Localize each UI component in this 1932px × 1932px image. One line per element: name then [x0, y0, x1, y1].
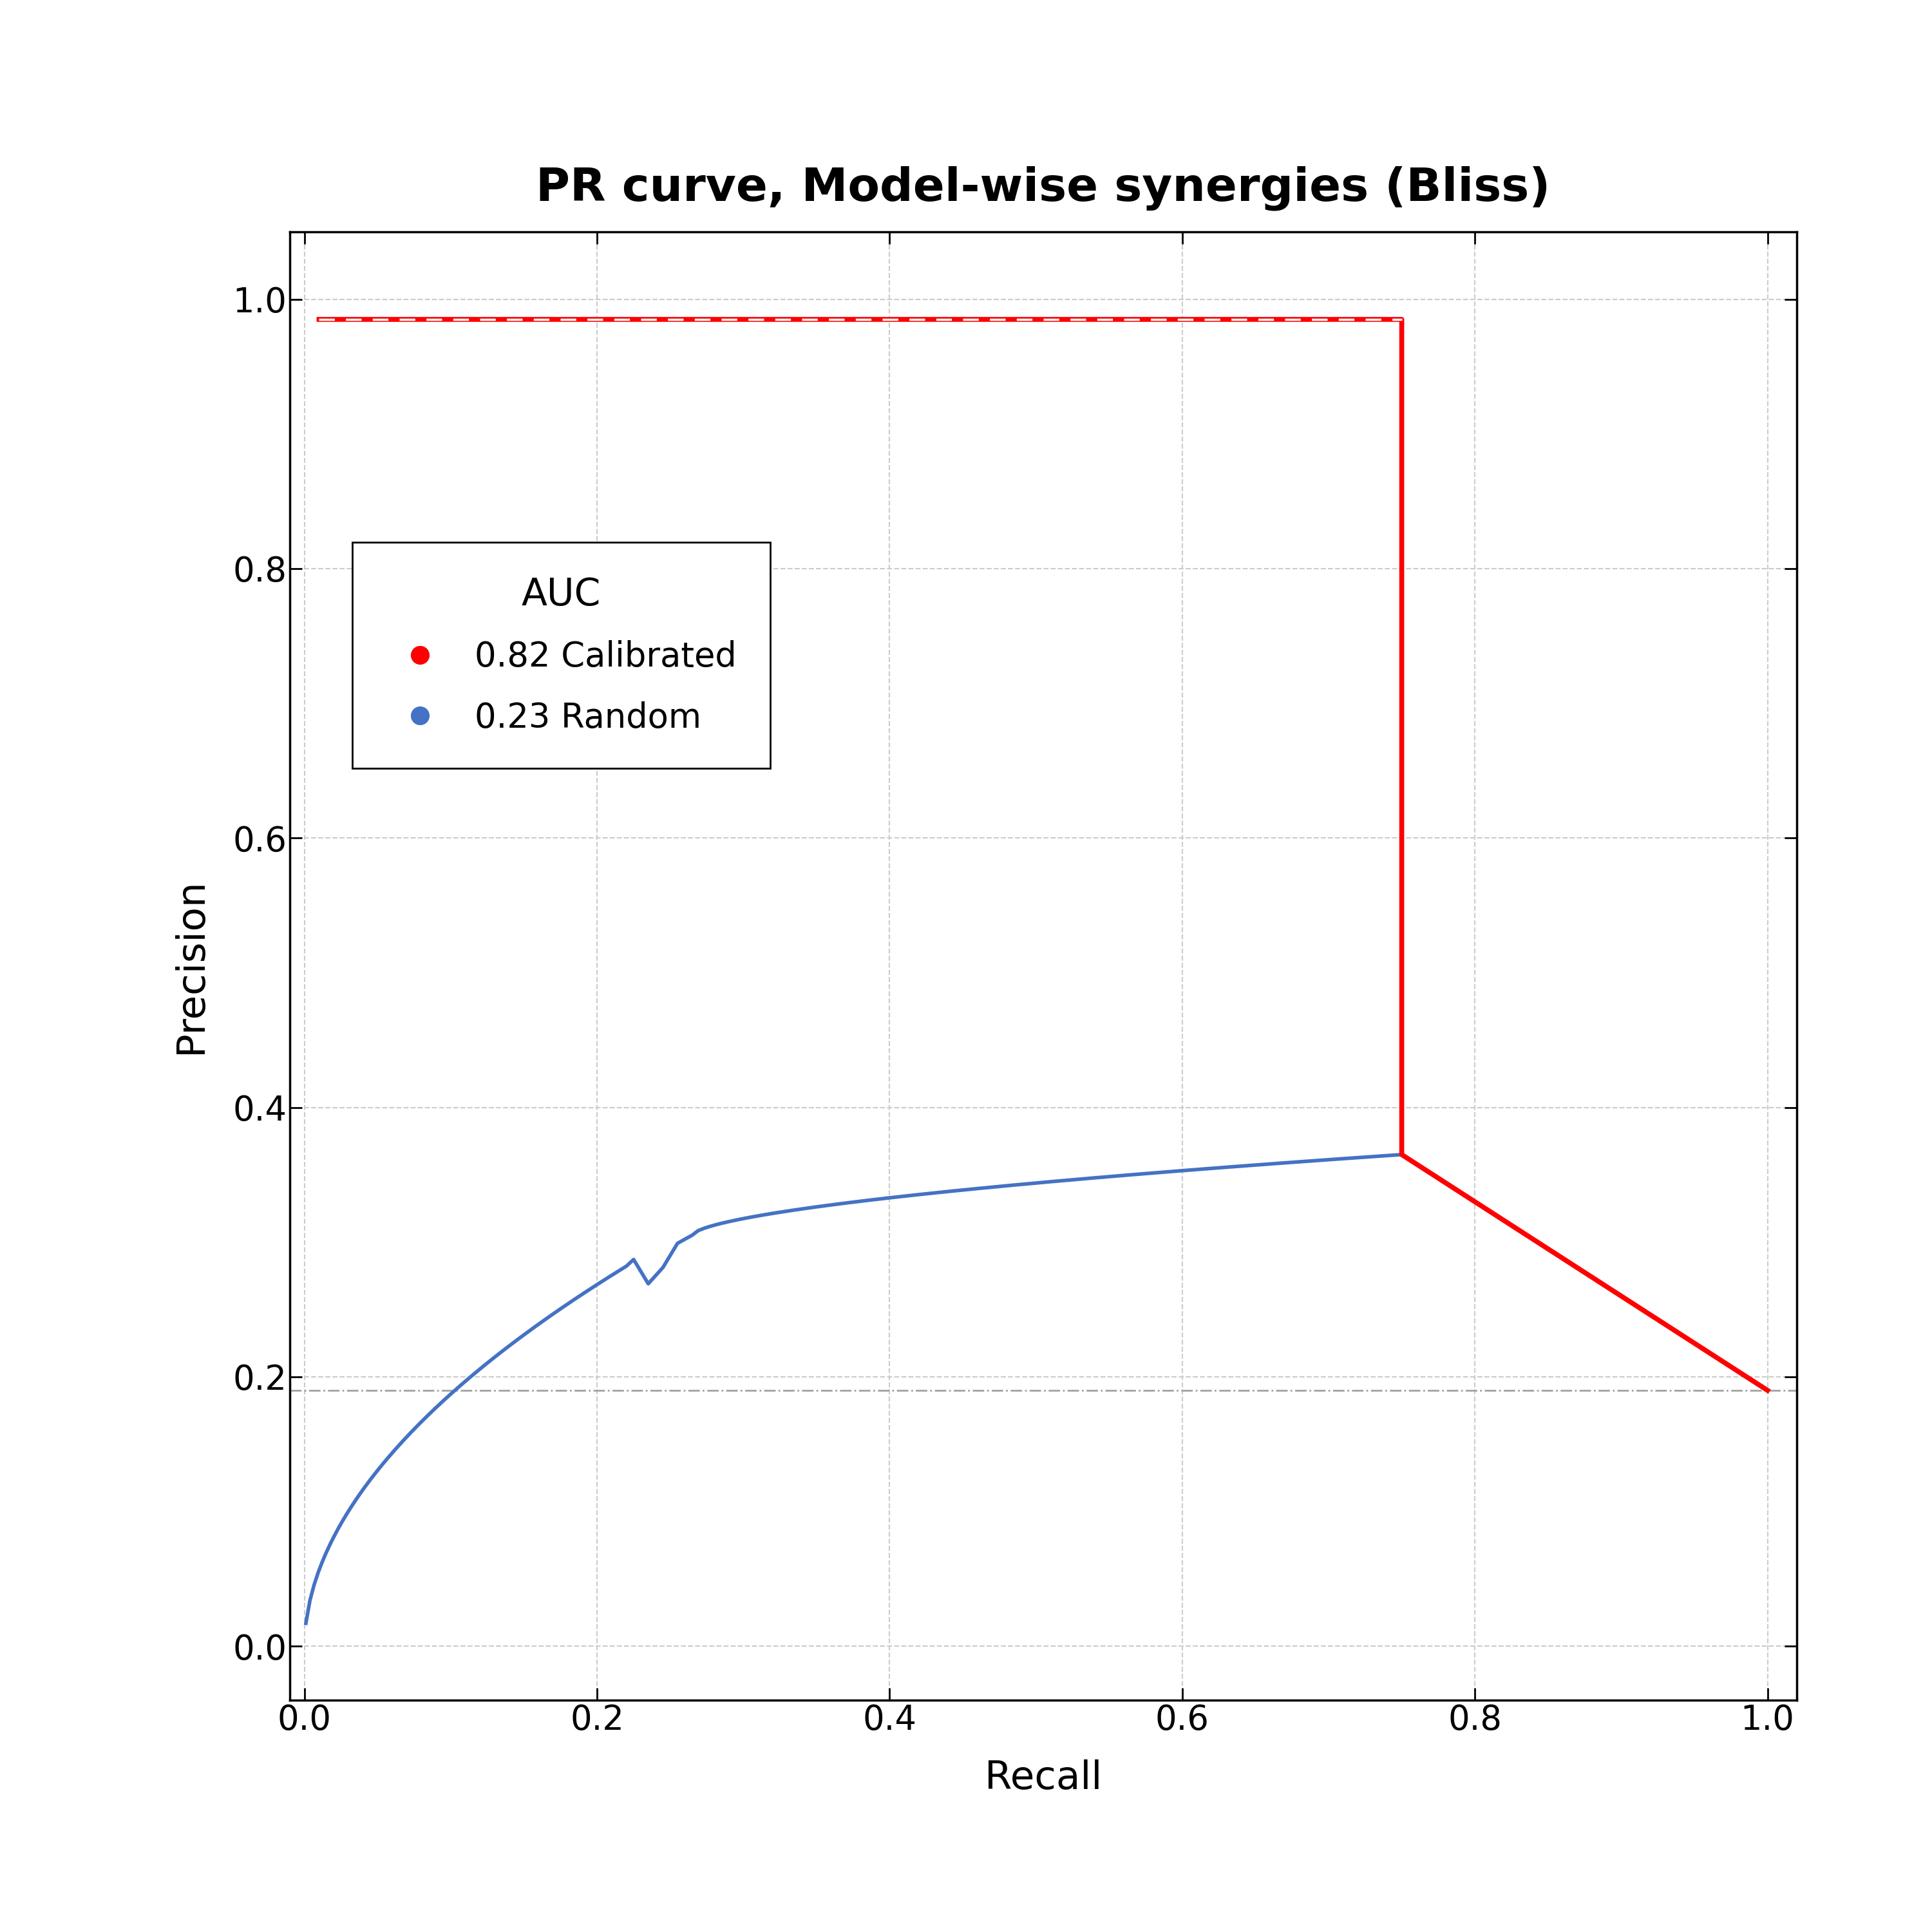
- Title: PR curve, Model-wise synergies (Bliss): PR curve, Model-wise synergies (Bliss): [535, 166, 1551, 211]
- Legend: 0.82 Calibrated, 0.23 Random: 0.82 Calibrated, 0.23 Random: [352, 543, 771, 769]
- X-axis label: Recall: Recall: [985, 1760, 1101, 1797]
- Y-axis label: Precision: Precision: [172, 879, 211, 1053]
